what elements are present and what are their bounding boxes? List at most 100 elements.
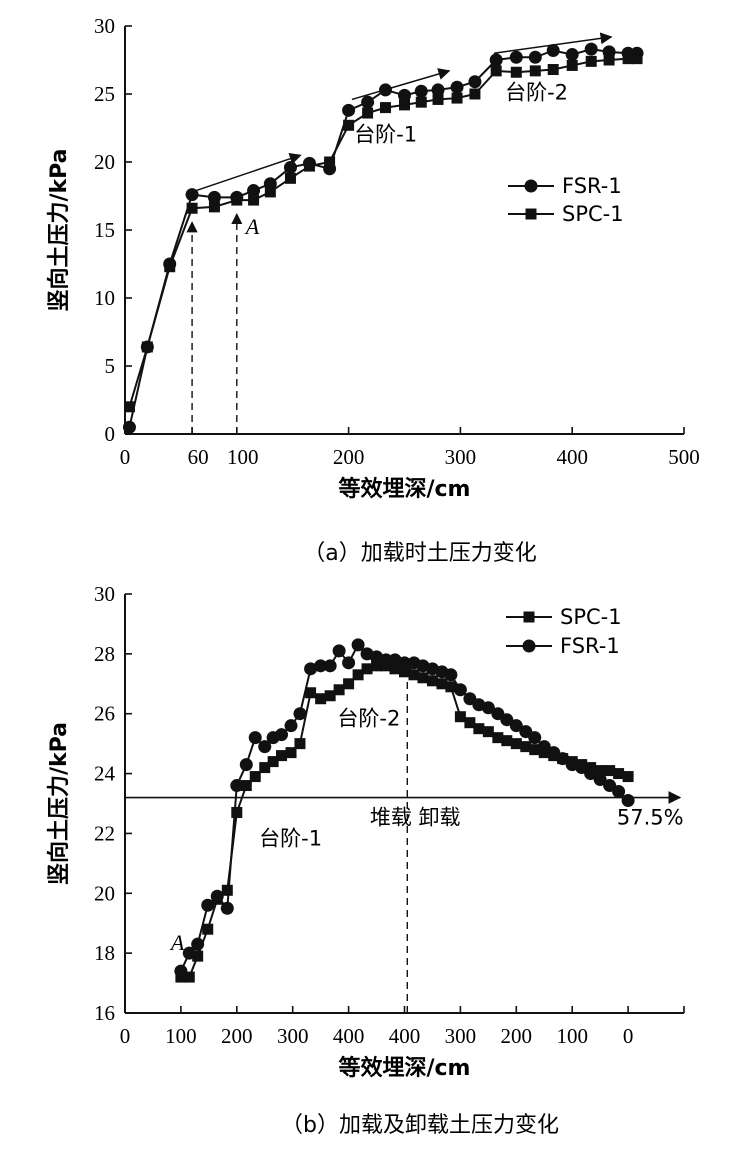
- series-line-FSR-1: [128, 48, 638, 428]
- point-FSR-1: [593, 773, 607, 787]
- x-tick-label: 0: [623, 1024, 634, 1048]
- point-SPC-1: [451, 92, 463, 104]
- point-SPC-1: [333, 684, 345, 696]
- point-FSR-1: [444, 668, 458, 682]
- annotation: A: [169, 930, 185, 955]
- point-SPC-1: [183, 971, 195, 983]
- point-FSR-1: [248, 731, 262, 745]
- y-tick-label: 5: [105, 354, 116, 378]
- point-SPC-1: [231, 806, 243, 818]
- x-tick-label: 60: [188, 445, 209, 469]
- legend-label-FSR-1: FSR-1: [560, 634, 620, 658]
- point-SPC-1: [249, 771, 261, 783]
- point-SPC-1: [604, 765, 616, 777]
- x-tick-label: 400: [556, 445, 588, 469]
- annotation: 卸载: [418, 805, 460, 829]
- point-SPC-1: [399, 666, 410, 678]
- point-SPC-1: [415, 96, 427, 108]
- point-FSR-1: [207, 190, 221, 204]
- point-SPC-1: [399, 99, 410, 111]
- point-SPC-1: [192, 950, 204, 962]
- point-SPC-1: [490, 65, 502, 77]
- point-SPC-1: [529, 744, 541, 756]
- point-SPC-1: [426, 675, 438, 687]
- point-FSR-1: [361, 95, 375, 109]
- point-FSR-1: [398, 88, 411, 102]
- y-tick-label: 30: [94, 582, 115, 606]
- y-tick-label: 30: [94, 14, 115, 38]
- point-SPC-1: [343, 119, 355, 131]
- point-SPC-1: [186, 202, 198, 214]
- point-SPC-1: [371, 660, 383, 672]
- x-tick-label: 300: [277, 1024, 309, 1048]
- y-tick-label: 20: [94, 150, 115, 174]
- point-FSR-1: [332, 644, 346, 658]
- annotation: 台阶-2: [337, 707, 400, 731]
- point-SPC-1: [264, 186, 276, 198]
- chart-a: 0 60 100 200 300 400 500 0 5 10 15 20 25 30 等效埋深/cm 竖向土…: [46, 14, 700, 566]
- point-FSR-1: [378, 83, 392, 97]
- point-SPC-1: [315, 693, 327, 705]
- point-SPC-1: [473, 723, 485, 735]
- y-tick-label: 18: [94, 941, 115, 965]
- point-SPC-1: [141, 341, 153, 353]
- annotation: 台阶-1: [259, 826, 322, 850]
- point-FSR-1: [431, 83, 445, 97]
- point-SPC-1: [547, 64, 559, 76]
- point-FSR-1: [546, 43, 560, 57]
- point-SPC-1: [510, 66, 522, 78]
- y-tick-label: 24: [94, 762, 116, 786]
- point-SPC-1: [259, 762, 271, 774]
- point-FSR-1: [556, 752, 570, 766]
- point-SPC-1: [362, 107, 374, 119]
- point-SPC-1: [324, 156, 336, 168]
- x-tick-label: 400: [389, 1024, 421, 1048]
- point-SPC-1: [417, 672, 429, 684]
- y-tick-label: 0: [105, 422, 116, 446]
- point-FSR-1: [584, 42, 598, 56]
- point-SPC-1: [622, 53, 634, 65]
- legend-marker-SPC-1: [523, 611, 535, 623]
- point-FSR-1: [239, 758, 253, 772]
- y-tick-label: 25: [94, 82, 115, 106]
- point-SPC-1: [123, 401, 135, 413]
- annotation: 台阶-2: [505, 80, 568, 104]
- point-FSR-1: [247, 184, 261, 198]
- legend-label-FSR-1: FSR-1: [562, 174, 622, 198]
- legend-marker-FSR-1: [522, 639, 536, 653]
- point-SPC-1: [202, 923, 214, 935]
- x-axis-label: 等效埋深/cm: [338, 1055, 470, 1081]
- point-FSR-1: [509, 719, 523, 733]
- y-tick-label: 26: [94, 702, 115, 726]
- point-FSR-1: [275, 728, 289, 742]
- x-tick-label: 400: [333, 1024, 365, 1048]
- point-SPC-1: [361, 663, 373, 675]
- y-tick-label: 28: [94, 642, 115, 666]
- point-FSR-1: [191, 937, 205, 951]
- legend-marker-SPC-1: [525, 208, 537, 220]
- point-SPC-1: [510, 738, 522, 750]
- point-SPC-1: [324, 690, 336, 702]
- x-tick-label: 100: [165, 1024, 197, 1048]
- y-axis-label: 竖向土压力/kPa: [46, 148, 72, 311]
- point-SPC-1: [436, 678, 448, 690]
- point-FSR-1: [528, 50, 542, 64]
- point-SPC-1: [492, 732, 504, 744]
- point-FSR-1: [612, 785, 626, 799]
- point-FSR-1: [182, 946, 196, 960]
- point-FSR-1: [122, 420, 136, 434]
- x-tick-label: 0: [120, 1024, 131, 1048]
- x-tick-label: 300: [445, 445, 477, 469]
- point-SPC-1: [221, 884, 233, 896]
- point-FSR-1: [258, 740, 272, 754]
- point-FSR-1: [185, 188, 199, 202]
- point-SPC-1: [594, 765, 606, 777]
- chart-caption: （b）加载及卸载土压力变化: [281, 1113, 559, 1138]
- point-SPC-1: [613, 768, 625, 780]
- x-tick-label: 500: [668, 445, 700, 469]
- point-SPC-1: [529, 65, 541, 77]
- series-line-SPC-1: [128, 57, 638, 408]
- x-tick-label: 200: [333, 445, 365, 469]
- point-FSR-1: [220, 901, 234, 915]
- legend-marker-FSR-1: [524, 179, 538, 193]
